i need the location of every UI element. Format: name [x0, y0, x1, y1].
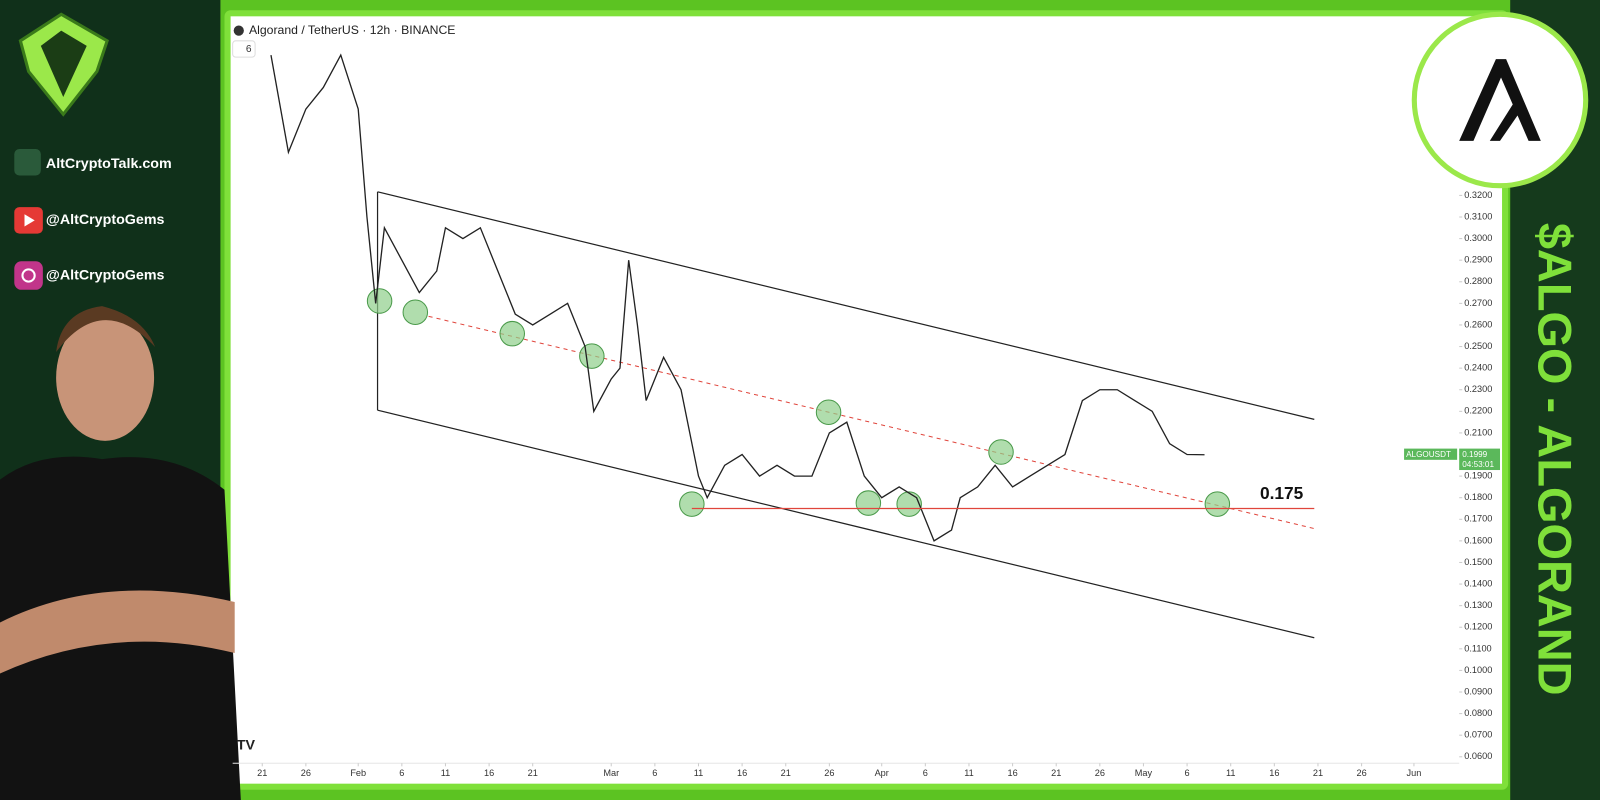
- y-tick-label: 0.2200: [1464, 406, 1492, 416]
- price-line: [270, 53, 1205, 542]
- y-tick-label: 0.1500: [1464, 557, 1492, 567]
- instagram-handle: @AltCryptoGems: [46, 267, 165, 283]
- x-tick-label: 11: [694, 768, 704, 778]
- coin-logo: [1411, 11, 1589, 189]
- countdown: 04:53:01: [1462, 460, 1494, 469]
- presenter: [0, 306, 241, 800]
- y-tick-label: 0.3100: [1464, 211, 1492, 221]
- y-tick-label: 0.1200: [1464, 622, 1492, 632]
- chart-title: Algorand / TetherUS · 12h · BINANCE: [249, 23, 455, 37]
- y-tick-label: 0.0900: [1464, 686, 1492, 696]
- y-tick-label: 0.3000: [1464, 233, 1492, 243]
- y-tick-label: 0.2400: [1464, 363, 1492, 373]
- youtube-handle: @AltCryptoGems: [46, 212, 165, 228]
- y-tick-label: 0.2500: [1464, 341, 1492, 351]
- y-tick-label: 0.1900: [1464, 471, 1492, 481]
- site-icon: [14, 148, 41, 176]
- x-tick-label: 6: [1185, 768, 1190, 778]
- algo-glyph: [1459, 59, 1541, 141]
- y-tick-label: 0.2800: [1464, 276, 1492, 286]
- x-tick-label: 21: [257, 768, 267, 778]
- instagram-lens: [21, 268, 36, 283]
- y-tick-label: 0.2300: [1464, 384, 1492, 394]
- x-tick-label: 11: [441, 768, 451, 778]
- instagram-icon: [14, 261, 43, 290]
- symbol-tag: [1404, 448, 1458, 460]
- x-tick-label: 21: [528, 768, 538, 778]
- x-tick-label: 26: [1095, 768, 1105, 778]
- y-tick-label: 0.0800: [1464, 708, 1492, 718]
- x-tick-label: 11: [964, 768, 974, 778]
- x-tick-label: 16: [484, 768, 494, 778]
- y-tick-label: 0.0700: [1464, 730, 1492, 740]
- x-tick-label: Mar: [603, 768, 619, 778]
- last-price-tag: [1459, 448, 1500, 471]
- x-tick-label: 21: [1313, 768, 1323, 778]
- y-tick-label: 0.1800: [1464, 492, 1492, 502]
- y-tick-label: 0.1000: [1464, 665, 1492, 675]
- youtube-play: [24, 214, 35, 227]
- indicator-toggle[interactable]: [232, 40, 256, 58]
- chart-area: [230, 16, 1503, 784]
- y-tick-label: 0.0600: [1464, 751, 1492, 761]
- y-tick-label: 0.1700: [1464, 514, 1492, 524]
- x-tick-label: 6: [399, 768, 404, 778]
- tv-logo: TV: [237, 738, 256, 754]
- symbol-label: ALGOUSDT: [1406, 450, 1451, 459]
- y-tick-label: 0.2900: [1464, 255, 1492, 265]
- x-tick-label: May: [1135, 768, 1153, 778]
- x-tick-label: 21: [781, 768, 791, 778]
- site-name: AltCryptoTalk.com: [46, 156, 172, 172]
- x-tick-label: 6: [652, 768, 657, 778]
- x-tick-label: 26: [1356, 768, 1366, 778]
- y-tick-label: 0.1400: [1464, 578, 1492, 588]
- y-tick-label: 0.2700: [1464, 298, 1492, 308]
- x-tick-label: 21: [1051, 768, 1061, 778]
- symbol-icon: [233, 25, 244, 36]
- x-tick-label: 16: [1269, 768, 1279, 778]
- support-label: 0.175: [1260, 483, 1304, 503]
- y-tick-label: 0.1100: [1464, 643, 1491, 653]
- brand-logo: [18, 12, 109, 117]
- x-tick-label: Apr: [875, 768, 889, 778]
- y-tick-label: 0.2600: [1464, 319, 1492, 329]
- y-tick-label: 0.1600: [1464, 535, 1492, 545]
- x-tick-label: 26: [824, 768, 834, 778]
- x-tick-label: 16: [1007, 768, 1017, 778]
- banner: $ALGO - ALGORAND: [1529, 223, 1581, 696]
- y-tick-label: 0.1300: [1464, 600, 1492, 610]
- x-tick-label: Jun: [1407, 768, 1422, 778]
- y-tick-label: 0.2100: [1464, 427, 1492, 437]
- x-tick-label: 6: [923, 768, 928, 778]
- x-tick-label: 11: [1226, 768, 1236, 778]
- x-tick-label: 26: [301, 768, 311, 778]
- y-tick-label: 0.3200: [1464, 190, 1492, 200]
- indicator-count: 6: [246, 44, 252, 55]
- x-tick-label: Feb: [350, 768, 366, 778]
- last-price-label: 0.1999: [1462, 450, 1487, 459]
- x-tick-label: 16: [737, 768, 747, 778]
